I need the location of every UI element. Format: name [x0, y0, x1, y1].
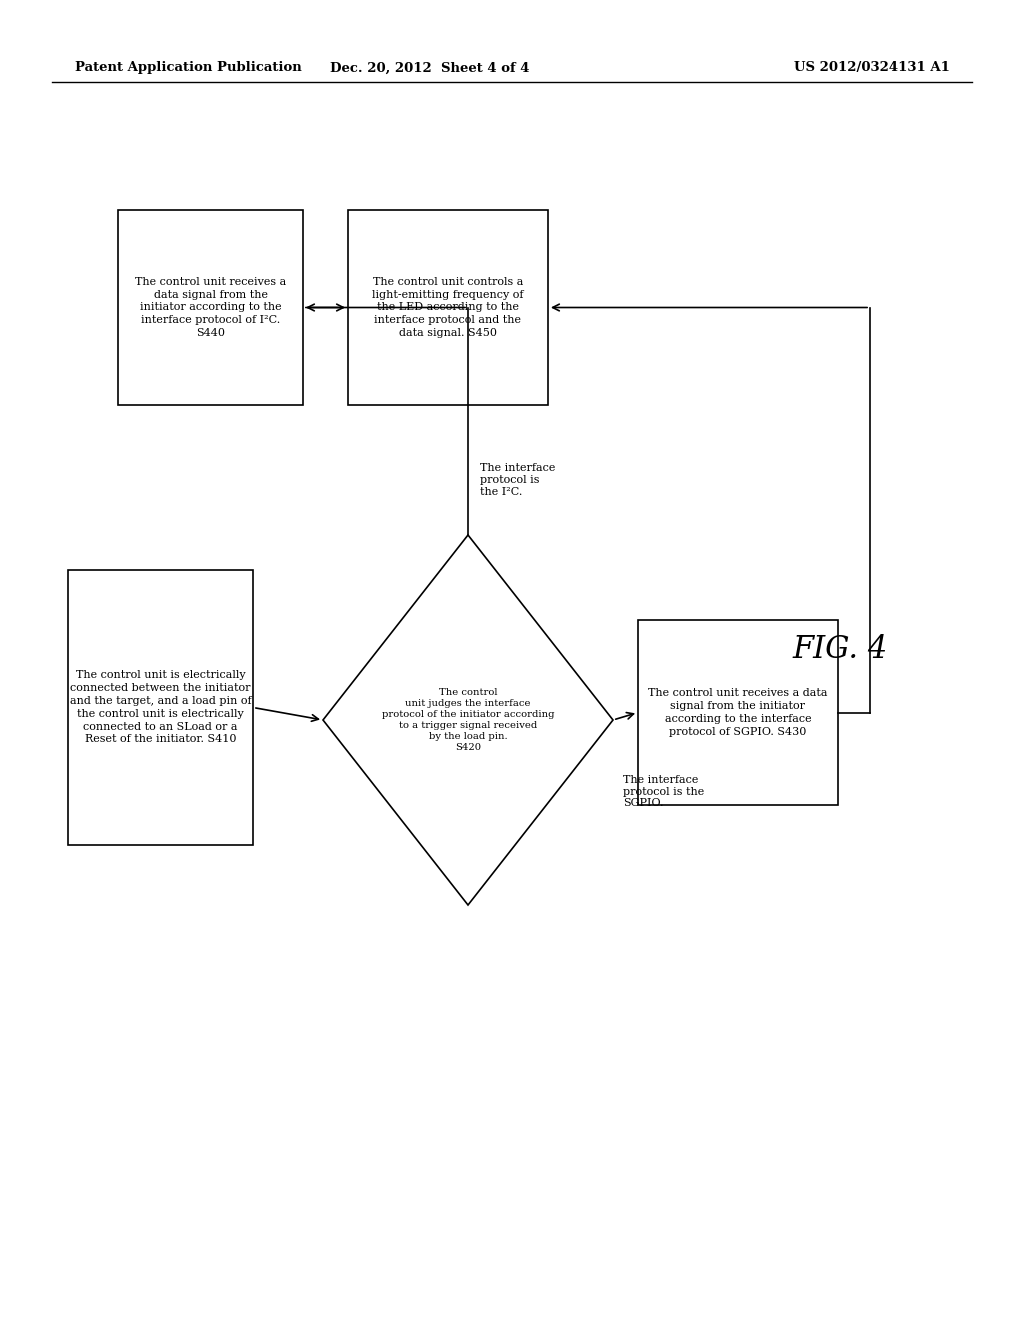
Bar [348, 210, 548, 405]
Text: The interface
protocol is
the I²C.: The interface protocol is the I²C. [480, 463, 555, 496]
Text: FIG. 4: FIG. 4 [793, 635, 888, 665]
Text: The control unit receives a data
signal from the initiator
according to the inte: The control unit receives a data signal … [648, 688, 827, 737]
Bar [68, 570, 253, 845]
Text: The control unit controls a
light-emitting frequency of
the LED according to the: The control unit controls a light-emitti… [373, 277, 523, 338]
Text: The interface
protocol is the
SGPIO.: The interface protocol is the SGPIO. [623, 775, 705, 808]
Bar [118, 210, 303, 405]
Text: The control unit receives a
data signal from the
initiator according to the
inte: The control unit receives a data signal … [135, 277, 286, 338]
Text: US 2012/0324131 A1: US 2012/0324131 A1 [795, 62, 950, 74]
Text: The control unit is electrically
connected between the initiator
and the target,: The control unit is electrically connect… [70, 671, 251, 744]
Polygon shape [323, 535, 613, 906]
Bar [638, 620, 838, 805]
Text: The control
unit judges the interface
protocol of the initiator according
to a t: The control unit judges the interface pr… [382, 688, 554, 752]
Text: Patent Application Publication: Patent Application Publication [75, 62, 302, 74]
Text: Dec. 20, 2012  Sheet 4 of 4: Dec. 20, 2012 Sheet 4 of 4 [331, 62, 529, 74]
